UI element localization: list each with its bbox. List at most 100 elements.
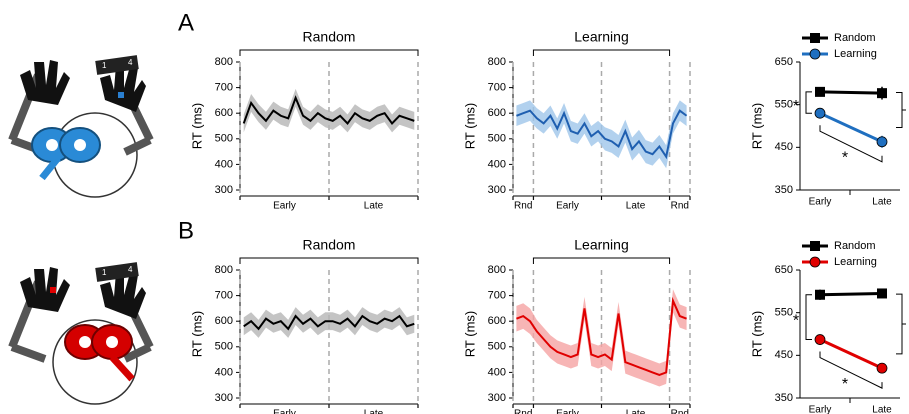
marker xyxy=(877,288,887,299)
y-tick-label: 300 xyxy=(488,184,506,196)
legend-marker xyxy=(809,256,821,268)
chart-title: Learning xyxy=(574,237,629,253)
diff-bracket xyxy=(896,92,906,128)
y-tick-label: 500 xyxy=(215,341,233,353)
section-label: Early xyxy=(556,201,579,212)
y-axis-title: RT (ms) xyxy=(749,103,764,149)
title-bracket xyxy=(532,257,671,264)
sig-bracket xyxy=(805,91,812,114)
y-tick-label: 650 xyxy=(775,264,793,276)
y-tick-label: 550 xyxy=(775,307,793,319)
sig-bracket xyxy=(805,294,812,341)
x-tick-label: Late xyxy=(872,405,892,414)
y-tick-label: 400 xyxy=(488,158,506,170)
annotation: * xyxy=(842,376,848,393)
section-label: Rnd xyxy=(671,409,689,414)
key-label: 4 xyxy=(128,58,133,67)
marker xyxy=(877,88,887,99)
trace-line xyxy=(516,109,688,160)
series-line xyxy=(819,111,883,144)
section-label: Late xyxy=(626,201,646,212)
y-axis-title: RT (ms) xyxy=(189,311,204,357)
x-tick-label: Early xyxy=(809,405,832,414)
y-tick-label: 450 xyxy=(775,141,793,153)
panel-label: B xyxy=(178,217,194,244)
annotation: * xyxy=(793,312,799,329)
marker xyxy=(814,334,826,345)
y-tick-label: 800 xyxy=(488,264,506,276)
y-axis-title: RT (ms) xyxy=(189,103,204,149)
y-tick-label: 800 xyxy=(215,56,233,68)
y-tick-label: 700 xyxy=(488,82,506,94)
key-label: 4 xyxy=(128,265,133,274)
y-tick-label: 600 xyxy=(215,107,233,119)
y-tick-label: 500 xyxy=(215,133,233,145)
y-tick-label: 600 xyxy=(488,315,506,327)
y-tick-label: 700 xyxy=(215,290,233,302)
annotation: * xyxy=(842,150,848,167)
y-tick-label: 450 xyxy=(775,349,793,361)
y-tick-label: 650 xyxy=(775,56,793,68)
section-label: Late xyxy=(626,409,646,414)
legend-label: Random xyxy=(834,32,876,44)
trace-line xyxy=(242,95,415,125)
x-tick-label: Early xyxy=(809,197,832,208)
y-tick-label: 500 xyxy=(488,133,506,145)
section-label: Early xyxy=(273,409,296,414)
section-label: Late xyxy=(364,201,384,212)
title-bracket xyxy=(239,49,419,56)
marker xyxy=(876,136,888,148)
y-tick-label: 700 xyxy=(215,82,233,94)
section-label: Rnd xyxy=(514,409,532,414)
marker xyxy=(814,107,826,119)
title-bracket xyxy=(239,257,419,264)
section-label: Rnd xyxy=(671,201,689,212)
y-tick-label: 800 xyxy=(488,56,506,68)
x-tick-label: Late xyxy=(872,197,892,208)
y-tick-label: 400 xyxy=(215,158,233,170)
error-band xyxy=(243,88,415,133)
y-tick-label: 700 xyxy=(488,290,506,302)
legend-label: Learning xyxy=(834,256,877,268)
illustration: 1 4 xyxy=(8,262,154,405)
trace-line xyxy=(516,296,687,377)
sig-bracket xyxy=(819,351,883,389)
section-label: Early xyxy=(556,409,579,414)
title-bracket xyxy=(532,49,671,56)
trace-line xyxy=(243,314,415,331)
diff-bracket xyxy=(896,293,906,355)
key-label: 1 xyxy=(102,61,107,70)
y-tick-label: 600 xyxy=(488,107,506,119)
section-label: Rnd xyxy=(514,201,532,212)
y-tick-label: 500 xyxy=(488,341,506,353)
y-axis-title: RT (ms) xyxy=(462,103,477,149)
marker xyxy=(815,289,825,300)
y-tick-label: 300 xyxy=(488,392,506,404)
y-tick-label: 550 xyxy=(775,99,793,111)
series-line xyxy=(819,291,883,297)
marker xyxy=(815,86,825,97)
error-band xyxy=(516,289,687,387)
y-tick-label: 300 xyxy=(215,184,233,196)
y-tick-label: 800 xyxy=(215,264,233,276)
y-tick-label: 400 xyxy=(215,366,233,378)
legend-marker xyxy=(809,48,821,60)
y-axis-title: RT (ms) xyxy=(462,311,477,357)
legend-marker xyxy=(810,33,820,43)
legend-marker xyxy=(810,241,820,251)
panel-label: A xyxy=(178,9,194,36)
y-tick-label: 600 xyxy=(215,315,233,327)
section-label: Early xyxy=(273,201,296,212)
y-tick-label: 350 xyxy=(775,392,793,404)
chart-title: Learning xyxy=(574,29,629,45)
series-line xyxy=(819,338,883,370)
annotation: * xyxy=(793,98,799,115)
legend-label: Learning xyxy=(834,48,877,60)
illustration: 1 4 xyxy=(8,55,154,198)
y-tick-label: 350 xyxy=(775,184,793,196)
y-tick-label: 400 xyxy=(488,366,506,378)
y-tick-label: 300 xyxy=(215,392,233,404)
key-label: 1 xyxy=(102,268,107,277)
series-line xyxy=(819,90,883,95)
